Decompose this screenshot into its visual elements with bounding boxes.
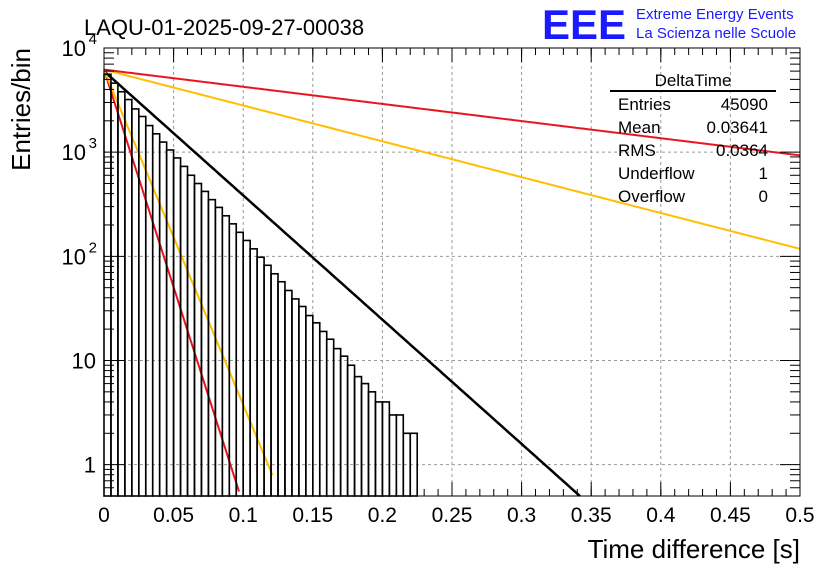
histogram-bin	[381, 401, 391, 497]
stats-label: Underflow	[618, 164, 695, 183]
histogram-bin	[228, 223, 238, 497]
curve-red-fast	[103, 69, 240, 492]
x-tick-label: 0.2	[368, 504, 397, 527]
stats-box: DeltaTime Entries 45090 Mean 0.03641 RMS…	[610, 71, 776, 206]
x-tick-label: 0.45	[710, 504, 751, 527]
histogram-bin	[374, 401, 384, 497]
eee-logo: EEE	[542, 1, 626, 48]
x-tick-label: 0.35	[571, 504, 612, 527]
histogram-bin	[138, 115, 147, 497]
histogram-bin	[305, 314, 314, 497]
y-tick-exponent: 4	[89, 31, 97, 48]
y-tick-label: 10	[72, 348, 96, 373]
histogram-bin	[318, 330, 328, 497]
histogram-bin	[124, 98, 133, 497]
y-axis-label: Entries/bin	[6, 48, 36, 171]
histogram-bin	[193, 182, 203, 497]
logo-line-2: La Scienza nelle Scuole	[636, 25, 796, 42]
histogram-bin	[110, 82, 119, 497]
histogram-bin	[172, 157, 182, 497]
stats-value: 45090	[721, 95, 768, 114]
histogram-bin	[360, 382, 370, 497]
tick-labels: 0 0.05 0.1 0.15 0.2 0.25 0.3 0.35 0.4 0.45 0.51101…	[62, 31, 815, 527]
histogram-bin	[325, 338, 335, 497]
histogram-bin	[298, 305, 307, 497]
stats-value: 0	[759, 187, 768, 206]
stats-value: 0.0364	[716, 141, 768, 160]
stats-label: Entries	[618, 95, 671, 114]
histogram-bin	[353, 375, 363, 497]
y-tick-label: 10	[62, 244, 86, 269]
histogram-bin	[277, 280, 286, 497]
logo-line-1: Extreme Energy Events	[636, 6, 794, 23]
stats-title: DeltaTime	[655, 71, 732, 90]
stats-value: 0.03641	[707, 118, 768, 137]
y-tick-label: 1	[84, 453, 96, 478]
histogram-bin	[270, 272, 279, 497]
stats-label: Overflow	[618, 187, 686, 206]
histogram-bin	[179, 165, 189, 497]
run-title: LAQU-01-2025-09-27-00038	[84, 15, 364, 40]
x-tick-label: 0.05	[153, 504, 194, 527]
curve-orange-slow	[103, 68, 801, 250]
y-tick-label: 10	[62, 36, 86, 61]
histogram-bin	[249, 248, 258, 497]
histogram-bin	[200, 190, 210, 497]
axis-ticks	[103, 47, 801, 497]
histogram-bin	[242, 239, 251, 497]
x-tick-label: 0.1	[229, 504, 258, 527]
histogram-bin	[291, 298, 300, 497]
x-tick-label: 0.5	[785, 504, 814, 527]
histogram-bin	[332, 347, 342, 497]
stats-value: 1	[759, 164, 768, 183]
stats-label: RMS	[618, 141, 656, 160]
stats-label: Mean	[618, 118, 661, 137]
x-tick-label: 0.15	[292, 504, 333, 527]
histogram-bin	[388, 414, 398, 497]
curve-fit	[103, 70, 581, 497]
histogram-bin	[144, 124, 154, 497]
histogram-bin	[256, 256, 265, 497]
histogram-bin	[235, 231, 245, 497]
histogram-bin	[165, 149, 175, 497]
x-tick-label: 0	[98, 504, 110, 527]
x-tick-label: 0.3	[507, 504, 536, 527]
histogram-bin	[339, 355, 349, 497]
histogram-bin	[103, 73, 112, 497]
histogram-bin	[284, 289, 293, 497]
y-tick-exponent: 2	[89, 239, 97, 256]
histogram-bin	[158, 141, 168, 497]
histogram-bin	[311, 322, 321, 497]
histogram-bin	[395, 414, 405, 497]
x-tick-label: 0.25	[432, 504, 473, 527]
x-tick-label: 0.4	[646, 504, 676, 527]
y-tick-exponent: 3	[89, 135, 97, 152]
y-tick-label: 10	[62, 140, 86, 165]
histogram-bin	[367, 391, 377, 497]
histogram-bin	[346, 364, 356, 497]
curve-red-slow	[103, 68, 801, 157]
histogram-bin	[207, 198, 217, 497]
x-axis-label: Time difference [s]	[588, 534, 800, 564]
